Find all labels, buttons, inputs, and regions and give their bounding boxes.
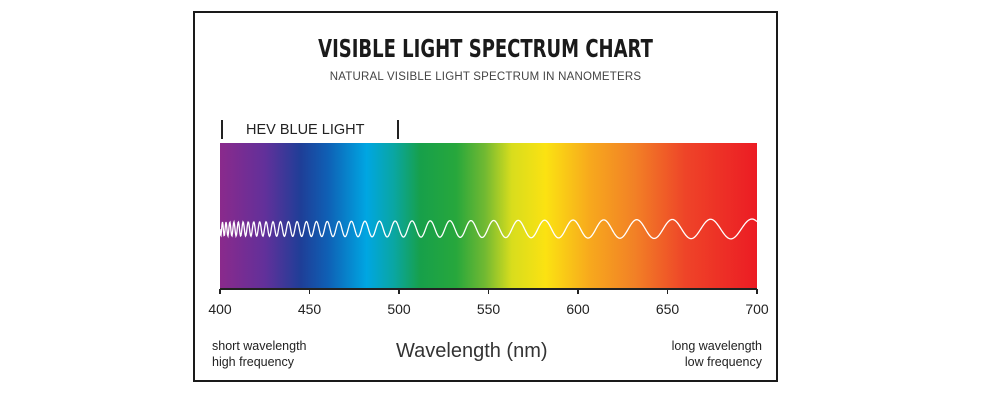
long-wavelength-line1: long wavelength xyxy=(671,339,762,353)
spectrum-band xyxy=(220,143,757,290)
tick-mark-400 xyxy=(219,289,221,294)
chart-title: VISIBLE LIGHT SPECTRUM CHART xyxy=(318,34,653,63)
frequency-wave xyxy=(220,218,757,240)
hev-end-marker xyxy=(397,120,399,139)
spectrum-gradient xyxy=(220,143,757,290)
tick-label-500: 500 xyxy=(387,301,411,317)
tick-mark-550 xyxy=(487,289,490,294)
hev-blue-light-label: HEV BLUE LIGHT xyxy=(246,122,365,138)
x-axis-label: Wavelength (nm) xyxy=(396,340,548,362)
tick-mark-600 xyxy=(577,289,579,294)
hev-start-marker xyxy=(221,120,223,139)
tick-mark-650 xyxy=(666,289,669,294)
long-wavelength-note: long wavelength low frequency xyxy=(640,338,762,370)
tick-label-400: 400 xyxy=(208,301,232,317)
tick-label-650: 650 xyxy=(655,301,680,317)
short-wavelength-note: short wavelength high frequency xyxy=(212,338,307,370)
tick-mark-450 xyxy=(308,289,311,294)
tick-mark-700 xyxy=(756,289,758,294)
tick-mark-500 xyxy=(398,289,400,294)
tick-label-450: 450 xyxy=(297,301,322,317)
chart-frame xyxy=(193,11,778,382)
tick-label-600: 600 xyxy=(566,301,590,317)
short-wavelength-line2: high frequency xyxy=(212,355,295,369)
long-wavelength-line2: low frequency xyxy=(684,355,762,369)
tick-label-550: 550 xyxy=(476,301,501,317)
short-wavelength-line1: short wavelength xyxy=(212,339,307,353)
tick-label-700: 700 xyxy=(745,301,769,317)
chart-subtitle: NATURAL VISIBLE LIGHT SPECTRUM IN NANOME… xyxy=(329,71,642,83)
